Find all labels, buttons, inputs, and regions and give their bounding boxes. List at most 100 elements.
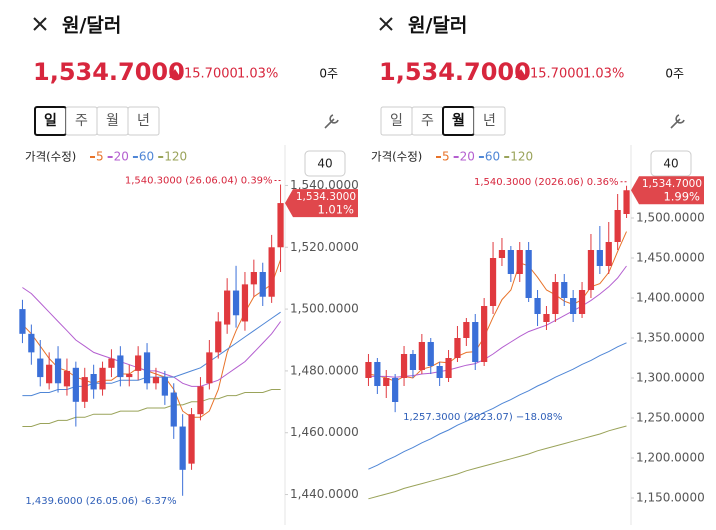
y-tick-label: 1,250.0000: [636, 411, 705, 425]
candle-body: [596, 250, 603, 266]
candle-body: [614, 210, 621, 242]
wrench-icon[interactable]: [324, 114, 339, 129]
candle-body: [72, 367, 79, 402]
candle-body: [507, 250, 514, 274]
candle-body: [241, 284, 249, 322]
y-tick-label: 1,400.0000: [636, 291, 705, 305]
y-tick-label: 1,200.0000: [636, 451, 705, 465]
range-button-label[interactable]: 40: [663, 157, 678, 171]
tab-label[interactable]: 일: [390, 113, 403, 129]
y-tick-label: 1,150.0000: [636, 491, 705, 505]
price-tag-value: 1,534.7000: [642, 178, 702, 190]
candle-body: [37, 358, 44, 378]
candle-body: [409, 354, 417, 370]
y-tick-label: 1,350.0000: [636, 331, 705, 345]
y-tick-label: 1,540.0000: [290, 178, 359, 192]
tab-label[interactable]: 주: [75, 113, 88, 129]
tab-label[interactable]: 일: [44, 113, 57, 129]
y-tick-label: 1,460.0000: [290, 425, 359, 439]
moving-average: [22, 389, 281, 427]
candle-body: [418, 342, 425, 370]
y-tick-label: 1,520.0000: [290, 240, 359, 254]
moving-average: [22, 311, 281, 397]
moving-average: [368, 425, 627, 500]
price: 1,534.7000: [33, 58, 185, 86]
candle-body: [472, 322, 479, 362]
candle-body: [277, 203, 284, 248]
candle-body: [463, 322, 470, 338]
candle-body: [587, 250, 595, 290]
candle-body: [81, 377, 88, 402]
candle-body: [498, 250, 506, 258]
candle-body: [578, 290, 586, 314]
legend-label: 5: [96, 150, 104, 164]
tab-label[interactable]: 월: [452, 112, 465, 129]
low-annotation: 1,257.3000 (2023.07) −18.08%: [403, 412, 562, 423]
change: 15.7000: [530, 67, 584, 82]
candle-body: [206, 352, 213, 384]
candle-body: [516, 250, 523, 274]
tab-box[interactable]: [127, 106, 160, 136]
candle-body: [552, 282, 559, 314]
candle-body: [561, 282, 568, 298]
candle-body: [152, 377, 160, 384]
candle-body: [232, 290, 240, 316]
price: 1,534.7000: [379, 58, 531, 86]
tab-label[interactable]: 월: [106, 113, 119, 129]
range-button[interactable]: [650, 150, 692, 177]
candle-body: [135, 355, 142, 371]
candle-body: [170, 392, 177, 427]
close-icon[interactable]: [379, 17, 393, 31]
moving-average: [368, 342, 627, 470]
tab-label[interactable]: 년: [137, 113, 150, 129]
price-tag: [285, 189, 358, 218]
change-pct: 1.03%: [583, 67, 624, 82]
candle-body: [605, 242, 612, 266]
candle-body: [63, 370, 71, 387]
close-icon[interactable]: [33, 17, 47, 31]
moving-average: [22, 259, 282, 418]
y-tick-label: 1,440.0000: [290, 487, 359, 501]
candle-body: [374, 362, 381, 386]
candle-body: [259, 272, 266, 297]
y-tick-label: 1,300.0000: [636, 371, 705, 385]
candle-body: [436, 366, 443, 378]
legend-title: 가격(수정): [25, 150, 76, 164]
candle-body: [481, 306, 488, 362]
legend-label: 60: [485, 150, 500, 164]
candle-body: [215, 321, 222, 353]
candle-body: [427, 342, 434, 366]
tab-label[interactable]: 년: [483, 113, 496, 129]
high-annotation: 1,540.3000 (26.06.04) 0.39%: [125, 176, 273, 187]
legend-label: 5: [442, 150, 450, 164]
candle-body: [179, 426, 186, 470]
range-button-label[interactable]: 40: [317, 157, 332, 171]
candle-body: [489, 258, 497, 306]
candle-body: [54, 358, 62, 384]
legend-label: 60: [139, 150, 154, 164]
title: 원/달러: [408, 15, 467, 37]
y-tick-label: 1,450.0000: [636, 251, 705, 265]
price-tag-value: 1,534.3000: [296, 191, 356, 203]
candle-body: [445, 358, 452, 378]
y-tick-label: 1,500.0000: [636, 211, 705, 225]
legend-label: 120: [164, 150, 187, 164]
low-annotation: 1,439.6000 (26.05.06) -6.37%: [25, 496, 176, 507]
candle-body: [188, 414, 195, 464]
range-button[interactable]: [304, 150, 346, 177]
tab-label[interactable]: 주: [421, 113, 434, 129]
candle-body: [143, 352, 151, 384]
wrench-icon[interactable]: [670, 114, 685, 129]
candle-body: [126, 374, 133, 378]
up-triangle: [515, 69, 527, 78]
candle-body: [117, 355, 124, 378]
candle-body: [570, 298, 577, 314]
tab-box[interactable]: [473, 106, 506, 136]
period: 0주: [319, 67, 338, 81]
legend-title: 가격(수정): [371, 150, 422, 164]
change: 15.7000: [184, 67, 238, 82]
candle-body: [99, 367, 106, 390]
candle-body: [19, 309, 26, 334]
candle-body: [365, 362, 372, 378]
